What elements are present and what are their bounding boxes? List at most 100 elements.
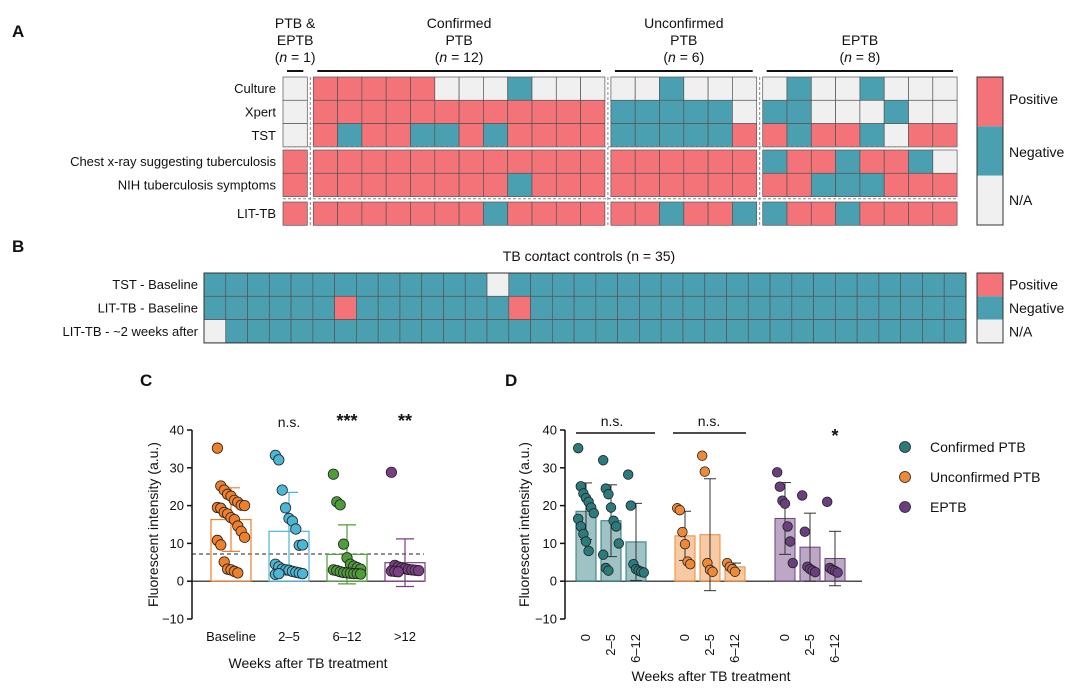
significance-label: *** xyxy=(336,411,357,431)
heatmap-cell xyxy=(361,99,387,124)
heatmap-cell xyxy=(312,149,338,174)
heatmap-cell xyxy=(704,272,727,297)
data-point xyxy=(239,499,251,512)
heatmap-cell xyxy=(361,149,387,174)
group-n-label: (n = 6) xyxy=(663,49,704,65)
data-point xyxy=(211,442,223,454)
heatmap-cell xyxy=(337,149,363,174)
heatmap-cell xyxy=(507,99,533,124)
significance-label: n.s. xyxy=(601,413,624,429)
y-tick-label: 10 xyxy=(543,536,557,551)
heatmap-cell xyxy=(810,76,836,101)
heatmap-cell xyxy=(421,272,444,297)
heatmap-cell xyxy=(813,272,836,297)
heatmap-cell xyxy=(282,76,308,101)
data-point xyxy=(412,565,425,577)
heatmap-cell xyxy=(464,319,488,344)
y-tick-label: 20 xyxy=(170,498,184,513)
heatmap-cell xyxy=(786,76,812,101)
heatmap-cell xyxy=(707,123,733,148)
heatmap-cell xyxy=(835,272,858,297)
y-tick-label: 0 xyxy=(177,574,184,589)
heatmap-cell xyxy=(883,172,909,197)
heatmap-cell xyxy=(337,172,363,197)
heatmap-cell xyxy=(878,295,902,320)
heatmap-cell xyxy=(682,295,706,320)
x-tick-label: 6–12 xyxy=(333,629,362,644)
heatmap-cell xyxy=(683,76,709,101)
data-point xyxy=(832,567,843,578)
heatmap-cell xyxy=(356,319,379,344)
heatmap-cell xyxy=(747,272,771,297)
legend-swatch xyxy=(977,175,1003,225)
row-label: LIT-TB - Baseline xyxy=(98,300,198,315)
heatmap-cell xyxy=(225,272,248,297)
y-tick-label: 20 xyxy=(543,498,557,513)
heatmap-cell xyxy=(312,201,338,226)
heatmap-cell xyxy=(282,99,308,124)
data-point xyxy=(677,526,688,538)
heatmap-cell xyxy=(580,172,606,197)
heatmap-cell xyxy=(786,123,812,148)
heatmap-cell xyxy=(312,295,335,320)
heatmap-cell xyxy=(791,319,814,344)
heatmap-cell xyxy=(247,319,270,344)
x-tick-label: Baseline xyxy=(206,629,256,644)
heatmap-cell xyxy=(682,272,706,297)
heatmap-cell xyxy=(634,99,660,124)
heatmap-cell xyxy=(634,149,660,174)
group-n-label: (n = 8) xyxy=(839,49,880,65)
data-point xyxy=(598,455,609,466)
heatmap-cell xyxy=(932,172,958,197)
heatmap-cell xyxy=(900,272,923,297)
panel-label-b: B xyxy=(12,237,24,256)
data-point xyxy=(392,566,404,578)
heatmap-cell xyxy=(531,123,557,148)
heatmap-cell xyxy=(507,76,533,101)
heatmap-cell xyxy=(835,123,861,148)
heatmap-cell xyxy=(464,295,488,320)
heatmap-cell xyxy=(660,272,684,297)
legend-frame xyxy=(976,76,1004,226)
heatmap-cell xyxy=(707,76,733,101)
heatmap-cell xyxy=(377,295,401,320)
heatmap-cell xyxy=(595,272,619,297)
data-point xyxy=(782,521,793,532)
heatmap-cell xyxy=(932,149,958,174)
x-tick-label: 2–5 xyxy=(802,634,817,656)
y-tick-label: 0 xyxy=(550,574,557,589)
data-point xyxy=(638,567,650,578)
heatmap-cell xyxy=(810,201,836,226)
heatmap-cell xyxy=(786,149,812,174)
row-label: NIH tuberculosis symptoms xyxy=(118,177,277,192)
heatmap-cell xyxy=(282,149,308,174)
data-point xyxy=(334,499,346,511)
group-label: PTB xyxy=(445,32,472,48)
heatmap-cell xyxy=(922,272,945,297)
heatmap-cell xyxy=(943,272,967,297)
x-tick-label: >12 xyxy=(394,629,416,644)
heatmap-cell xyxy=(507,149,533,174)
heatmap-cell xyxy=(835,99,861,124)
heatmap-cell xyxy=(580,123,606,148)
heatmap-cell xyxy=(704,319,727,344)
heatmap-cell xyxy=(908,172,934,197)
data-point xyxy=(674,504,686,516)
heatmap-cell xyxy=(634,201,660,226)
data-point xyxy=(625,500,637,511)
heatmap-cell xyxy=(732,172,758,197)
heatmap-cell xyxy=(434,201,460,226)
heatmap-cell xyxy=(399,295,423,320)
heatmap-cell xyxy=(859,76,885,101)
heatmap-cell xyxy=(337,201,363,226)
panel-a-heatmap: Culture Xpert TST Chest x-ray suggesting tu… xyxy=(70,15,1064,226)
data-point xyxy=(290,523,302,535)
heatmap-cell xyxy=(835,201,861,226)
heatmap-cell xyxy=(385,149,411,174)
row-label: TST xyxy=(251,128,276,143)
heatmap-cell xyxy=(943,319,967,344)
x-axis-label: Weeks after TB treatment xyxy=(632,668,791,684)
heatmap-cell xyxy=(458,99,484,124)
heatmap-cell xyxy=(659,123,685,148)
data-point xyxy=(598,549,609,560)
